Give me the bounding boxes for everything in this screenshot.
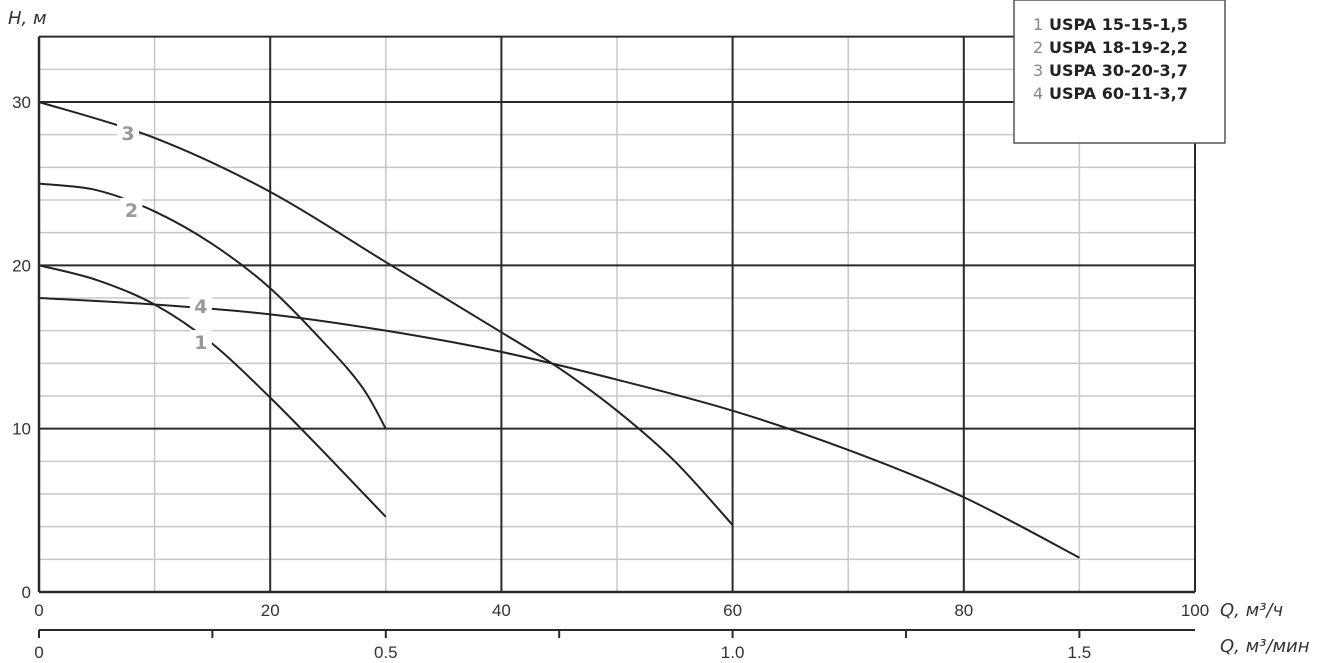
x-tick-label: 40	[492, 601, 511, 620]
x-tick-label: 0	[34, 601, 43, 620]
legend-number: 4	[1033, 84, 1043, 103]
y-tick-label: 20	[12, 256, 31, 275]
curve-label-4: 4	[194, 296, 207, 318]
curve-3	[38, 101, 734, 526]
curve-label-1: 1	[194, 332, 207, 354]
curve-4	[38, 297, 1080, 559]
y-tick-label: 0	[22, 583, 31, 602]
legend: 1 USPA 15-15-1,5 2 USPA 18-19-2,2 3 USPA 30-2…	[1013, 0, 1226, 144]
x2-axis-label: Q, м³/мин	[1220, 636, 1310, 657]
legend-entry: USPA 18-19-2,2	[1049, 38, 1188, 57]
legend-entry: USPA 15-15-1,5	[1049, 15, 1188, 34]
tick-labels: 0 10 20 30 0 20 40 60 80 100 0 0.5 1.0 1.5	[12, 93, 1209, 662]
x2-tick-label: 1.0	[721, 643, 745, 662]
legend-number: 1	[1033, 15, 1043, 34]
legend-entry: USPA 30-20-3,7	[1049, 61, 1188, 80]
y-tick-label: 10	[12, 420, 31, 439]
legend-number: 2	[1033, 38, 1043, 57]
legend-box	[1013, 0, 1226, 144]
legend-entry: USPA 60-11-3,7	[1049, 84, 1188, 103]
y-axis-label: H, м	[8, 8, 47, 29]
x2-tick-label: 0.5	[374, 643, 398, 662]
curve-2	[38, 182, 387, 430]
curve-label-bg	[189, 294, 212, 319]
legend-number: 3	[1033, 61, 1043, 80]
curve-label-bg	[120, 197, 143, 222]
curve-label-2: 2	[125, 200, 138, 222]
grid	[37, 35, 1196, 638]
x-tick-label: 80	[954, 601, 973, 620]
x2-tick-label: 0	[34, 643, 43, 662]
curve-label-bg	[189, 330, 212, 355]
curve-label-bg	[117, 121, 140, 146]
x-tick-label: 20	[261, 601, 280, 620]
x-tick-label: 100	[1181, 601, 1209, 620]
curve-label-3: 3	[121, 123, 134, 145]
curves: 1 2 3 4	[38, 101, 1080, 559]
y-tick-label: 30	[12, 93, 31, 112]
x-axis-label: Q, м³/ч	[1220, 600, 1283, 621]
curve-1	[38, 264, 387, 518]
x2-tick-label: 1.5	[1068, 643, 1092, 662]
x-tick-label: 60	[723, 601, 742, 620]
